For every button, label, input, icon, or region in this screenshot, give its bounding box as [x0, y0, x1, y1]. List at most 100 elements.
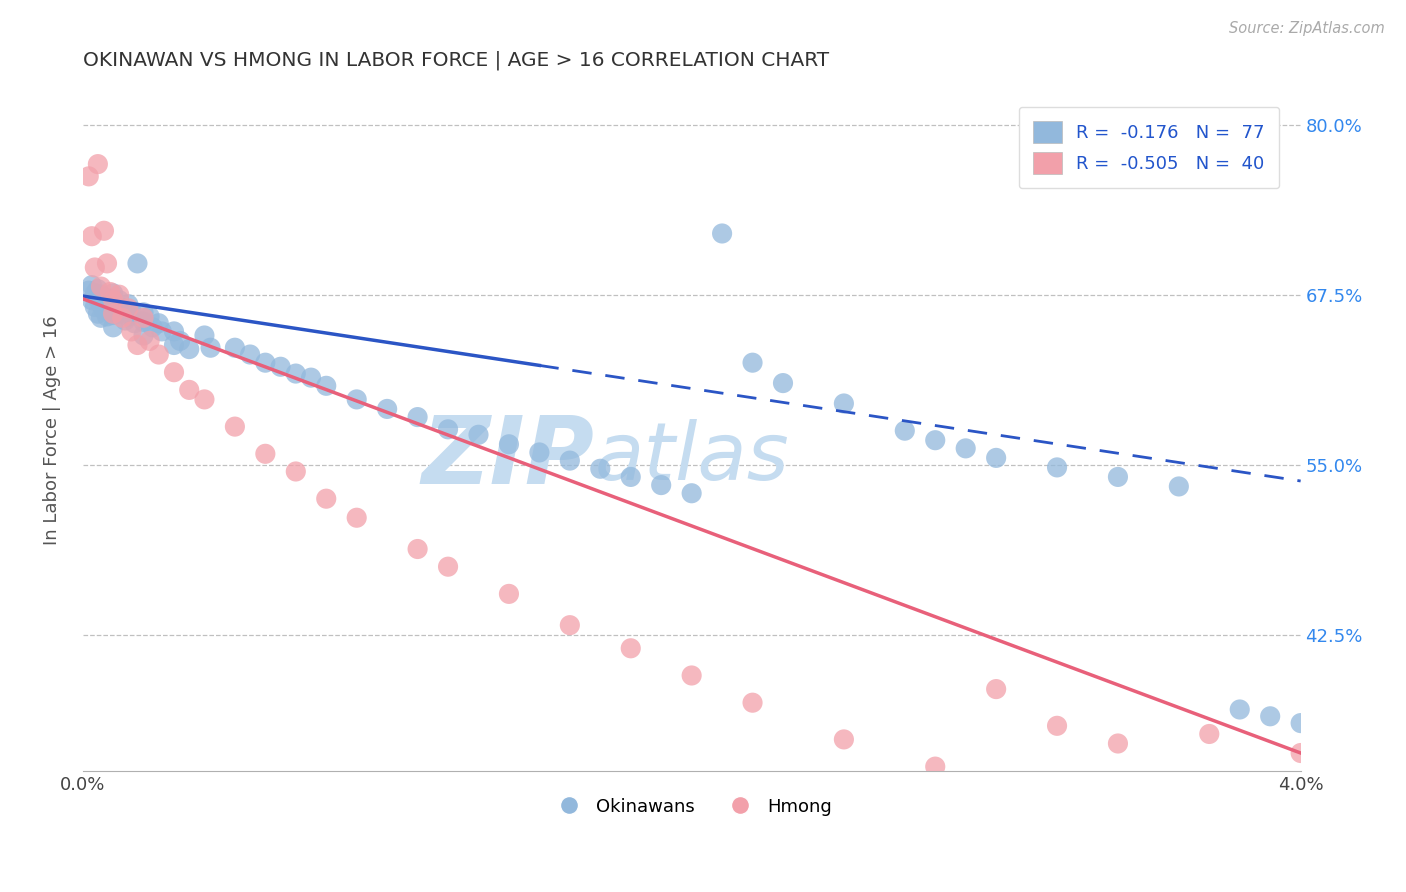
Point	[346, 392, 368, 407]
Point	[80, 229, 103, 244]
Point	[101, 308, 124, 322]
Text: OKINAWAN VS HMONG IN LABOR FORCE | AGE > 16 CORRELATION CHART: OKINAWAN VS HMONG IN LABOR FORCE | AGE >…	[83, 51, 828, 70]
Point	[127, 256, 149, 270]
Point	[1289, 716, 1312, 731]
Point	[681, 486, 703, 500]
Text: ZIP: ZIP	[422, 412, 595, 504]
Point	[138, 310, 160, 324]
Point	[105, 300, 128, 314]
Point	[984, 450, 1007, 465]
Point	[101, 296, 124, 310]
Point	[108, 287, 131, 301]
Point	[406, 410, 429, 425]
Point	[1289, 746, 1312, 760]
Point	[117, 310, 139, 324]
Point	[77, 284, 100, 298]
Point	[955, 442, 977, 456]
Point	[132, 305, 155, 319]
Point	[437, 559, 460, 574]
Point	[558, 618, 581, 632]
Point	[111, 301, 134, 316]
Point	[96, 256, 118, 270]
Point	[346, 510, 368, 524]
Point	[224, 341, 246, 355]
Point	[87, 157, 110, 171]
Point	[163, 365, 186, 379]
Point	[148, 347, 170, 361]
Point	[299, 370, 322, 384]
Point	[254, 356, 277, 370]
Point	[142, 320, 165, 334]
Point	[132, 328, 155, 343]
Point	[558, 453, 581, 467]
Point	[832, 396, 855, 410]
Point	[467, 427, 489, 442]
Point	[83, 260, 105, 275]
Text: atlas: atlas	[595, 419, 789, 497]
Point	[1046, 719, 1069, 733]
Point	[83, 300, 105, 314]
Point	[832, 732, 855, 747]
Point	[498, 587, 520, 601]
Point	[375, 401, 398, 416]
Point	[1107, 737, 1129, 751]
Point	[117, 301, 139, 316]
Point	[90, 287, 112, 301]
Point	[711, 227, 734, 241]
Point	[650, 478, 672, 492]
Point	[529, 445, 551, 459]
Text: Source: ZipAtlas.com: Source: ZipAtlas.com	[1229, 21, 1385, 36]
Point	[132, 315, 155, 329]
Point	[77, 169, 100, 184]
Point	[93, 224, 115, 238]
Point	[108, 293, 131, 307]
Point	[1198, 727, 1220, 741]
Point	[80, 293, 103, 307]
Point	[179, 342, 201, 356]
Point	[87, 292, 110, 306]
Point	[1046, 460, 1069, 475]
Point	[150, 325, 173, 339]
Point	[120, 304, 142, 318]
Point	[741, 696, 763, 710]
Point	[193, 392, 215, 407]
Point	[224, 419, 246, 434]
Point	[200, 341, 222, 355]
Point	[124, 316, 146, 330]
Point	[620, 641, 643, 656]
Point	[90, 310, 112, 325]
Legend: Okinawans, Hmong: Okinawans, Hmong	[544, 790, 839, 822]
Y-axis label: In Labor Force | Age > 16: In Labor Force | Age > 16	[44, 316, 60, 546]
Point	[620, 470, 643, 484]
Point	[254, 447, 277, 461]
Point	[163, 338, 186, 352]
Point	[101, 307, 124, 321]
Point	[406, 541, 429, 556]
Point	[93, 302, 115, 317]
Point	[772, 376, 794, 390]
Point	[101, 286, 124, 301]
Point	[589, 462, 612, 476]
Point	[101, 320, 124, 334]
Point	[284, 465, 307, 479]
Point	[90, 297, 112, 311]
Point	[83, 286, 105, 301]
Point	[87, 282, 110, 296]
Point	[101, 293, 124, 307]
Point	[98, 292, 121, 306]
Point	[984, 682, 1007, 697]
Point	[132, 310, 155, 325]
Point	[1258, 709, 1281, 723]
Point	[98, 285, 121, 299]
Point	[114, 313, 136, 327]
Point	[894, 424, 917, 438]
Point	[1107, 470, 1129, 484]
Point	[315, 491, 337, 506]
Point	[117, 297, 139, 311]
Point	[90, 279, 112, 293]
Point	[437, 422, 460, 436]
Point	[193, 328, 215, 343]
Point	[1229, 702, 1251, 716]
Point	[315, 379, 337, 393]
Point	[96, 296, 118, 310]
